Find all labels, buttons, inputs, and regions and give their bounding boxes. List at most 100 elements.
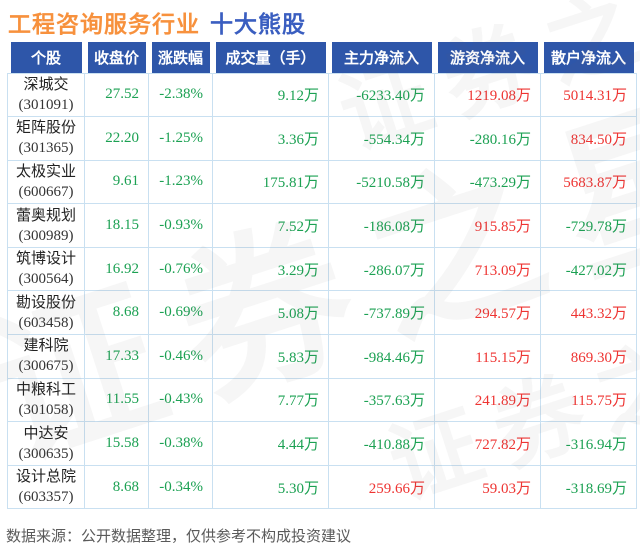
stock-value-cell: 443.32万 bbox=[540, 290, 637, 336]
stock-value-cell: 5.08万 bbox=[212, 290, 329, 336]
stock-code: (300564) bbox=[18, 271, 74, 288]
column-header: 成交量（手） bbox=[213, 42, 329, 73]
title-suffix: 十大熊股 bbox=[210, 11, 306, 37]
stock-value-cell: 8.68 bbox=[84, 290, 149, 336]
stock-value-cell: 17.33 bbox=[84, 334, 149, 379]
stock-value-cell: -286.07万 bbox=[328, 246, 435, 292]
stock-value-cell: 1219.08万 bbox=[434, 72, 541, 118]
stock-code: (603458) bbox=[18, 314, 74, 331]
stock-value-cell: 727.82万 bbox=[434, 421, 541, 466]
stock-code: (603357) bbox=[18, 489, 74, 506]
stock-code: (300989) bbox=[18, 227, 74, 244]
stock-value-cell: 869.30万 bbox=[540, 334, 637, 379]
stock-name: 蕾奥规划 bbox=[15, 206, 76, 224]
stock-value-cell: 5683.87万 bbox=[540, 159, 637, 205]
stock-value-cell: 5.30万 bbox=[212, 464, 329, 510]
stock-name: 中达安 bbox=[23, 424, 69, 442]
stock-value-cell: -357.63万 bbox=[328, 377, 435, 423]
column-header: 游资净流入 bbox=[435, 42, 541, 73]
table-row: 蕾奥规划 (300989) 18.15 -0.93% 7.52万 -186.08万 915.… bbox=[7, 203, 637, 248]
table-row: 勘设股份 (603458) 8.68 -0.69% 5.08万 -737.89万 294.5… bbox=[7, 290, 637, 336]
stock-value-cell: 915.85万 bbox=[434, 203, 541, 248]
stock-name-cell: 中达安 (300635) bbox=[7, 421, 85, 466]
stock-value-cell: 59.03万 bbox=[434, 464, 541, 510]
stock-value-cell: 7.77万 bbox=[212, 377, 329, 423]
column-header: 收盘价 bbox=[85, 42, 149, 73]
column-header: 涨跌幅 bbox=[149, 42, 213, 73]
stock-name: 勘设股份 bbox=[15, 293, 76, 311]
stock-value-cell: -729.78万 bbox=[540, 203, 637, 248]
stock-value-cell: 3.29万 bbox=[212, 246, 329, 292]
stock-value-cell: -737.89万 bbox=[328, 290, 435, 336]
stock-name: 设计总院 bbox=[15, 468, 76, 486]
stock-value-cell: 15.58 bbox=[84, 421, 149, 466]
stock-value-cell: 9.12万 bbox=[212, 72, 329, 118]
stock-value-cell: -0.69% bbox=[148, 290, 213, 336]
stock-code: (301365) bbox=[18, 140, 74, 157]
table-row: 建科院 (300675) 17.33 -0.46% 5.83万 -984.46万 115.1… bbox=[7, 334, 637, 379]
stock-value-cell: 27.52 bbox=[84, 72, 149, 118]
stock-value-cell: 115.15万 bbox=[434, 334, 541, 379]
stock-value-cell: 834.50万 bbox=[540, 116, 637, 161]
stock-name-cell: 建科院 (300675) bbox=[7, 334, 85, 379]
title-industry: 工程咨询服务行业 bbox=[8, 11, 200, 37]
column-header: 主力净流入 bbox=[329, 42, 435, 73]
stock-value-cell: 16.92 bbox=[84, 246, 149, 292]
column-header: 个股 bbox=[8, 42, 85, 73]
stock-code: (301058) bbox=[18, 401, 74, 418]
stock-value-cell: 8.68 bbox=[84, 464, 149, 510]
stock-name: 建科院 bbox=[23, 337, 69, 355]
stock-value-cell: -2.38% bbox=[148, 72, 213, 118]
stock-code: (300675) bbox=[18, 358, 74, 375]
stock-name-cell: 中粮科工 (301058) bbox=[7, 377, 85, 423]
table-row: 太极实业 (600667) 9.61 -1.23% 175.81万 -5210.58万 -4… bbox=[7, 159, 637, 205]
stock-value-cell: -554.34万 bbox=[328, 116, 435, 161]
table-row: 深城交 (301091) 27.52 -2.38% 9.12万 -6233.40万 1219… bbox=[7, 72, 637, 118]
stock-value-cell: 294.57万 bbox=[434, 290, 541, 336]
stock-name: 中粮科工 bbox=[15, 380, 76, 398]
stock-name-cell: 勘设股份 (603458) bbox=[7, 290, 85, 336]
stock-code: (300635) bbox=[18, 445, 74, 462]
stock-value-cell: -0.34% bbox=[148, 464, 213, 510]
stock-value-cell: 713.09万 bbox=[434, 246, 541, 292]
stock-value-cell: -5210.58万 bbox=[328, 159, 435, 205]
table-row: 矩阵股份 (301365) 22.20 -1.25% 3.36万 -554.34万 -280… bbox=[7, 116, 637, 161]
stock-value-cell: -318.69万 bbox=[540, 464, 637, 510]
stock-name: 太极实业 bbox=[15, 162, 76, 180]
stock-value-cell: -1.25% bbox=[148, 116, 213, 161]
stock-value-cell: 241.89万 bbox=[434, 377, 541, 423]
stock-value-cell: -316.94万 bbox=[540, 421, 637, 466]
stock-value-cell: 175.81万 bbox=[212, 159, 329, 205]
stock-name: 深城交 bbox=[23, 75, 69, 93]
table-row: 设计总院 (603357) 8.68 -0.34% 5.30万 259.66万 59.03万… bbox=[7, 464, 637, 510]
stock-value-cell: 7.52万 bbox=[212, 203, 329, 248]
stock-name-cell: 太极实业 (600667) bbox=[7, 159, 85, 205]
stock-value-cell: -410.88万 bbox=[328, 421, 435, 466]
stock-value-cell: 115.75万 bbox=[540, 377, 637, 423]
stock-value-cell: -0.76% bbox=[148, 246, 213, 292]
page-title: 工程咨询服务行业 十大熊股 bbox=[8, 5, 306, 39]
table-header-row: 个股 收盘价 涨跌幅 成交量（手） 主力净流入 游资净流入 散户净流入 bbox=[8, 42, 637, 73]
data-source-note: 数据来源：公开数据整理，仅供参考不构成投资建议 bbox=[6, 528, 352, 545]
column-header: 散户净流入 bbox=[541, 42, 637, 73]
stock-value-cell: 22.20 bbox=[84, 116, 149, 161]
stock-value-cell: 18.15 bbox=[84, 203, 149, 248]
table-row: 筑博设计 (300564) 16.92 -0.76% 3.29万 -286.07万 713.… bbox=[7, 246, 637, 292]
stock-value-cell: -280.16万 bbox=[434, 116, 541, 161]
stock-name-cell: 设计总院 (603357) bbox=[7, 464, 85, 510]
stock-name-cell: 蕾奥规划 (300989) bbox=[7, 203, 85, 248]
stock-value-cell: -473.29万 bbox=[434, 159, 541, 205]
stock-code: (600667) bbox=[18, 183, 74, 200]
stock-value-cell: -0.46% bbox=[148, 334, 213, 379]
stocks-table: 个股 收盘价 涨跌幅 成交量（手） 主力净流入 游资净流入 散户净流入 深城交 (301091… bbox=[7, 42, 637, 510]
stock-value-cell: -186.08万 bbox=[328, 203, 435, 248]
stock-value-cell: 259.66万 bbox=[328, 464, 435, 510]
stock-value-cell: 3.36万 bbox=[212, 116, 329, 161]
stock-value-cell: 9.61 bbox=[84, 159, 149, 205]
table-row: 中粮科工 (301058) 11.55 -0.43% 7.77万 -357.63万 241.… bbox=[7, 377, 637, 423]
stock-code: (301091) bbox=[18, 96, 74, 113]
stock-value-cell: 5014.31万 bbox=[540, 72, 637, 118]
stock-value-cell: -0.93% bbox=[148, 203, 213, 248]
stock-value-cell: -427.02万 bbox=[540, 246, 637, 292]
